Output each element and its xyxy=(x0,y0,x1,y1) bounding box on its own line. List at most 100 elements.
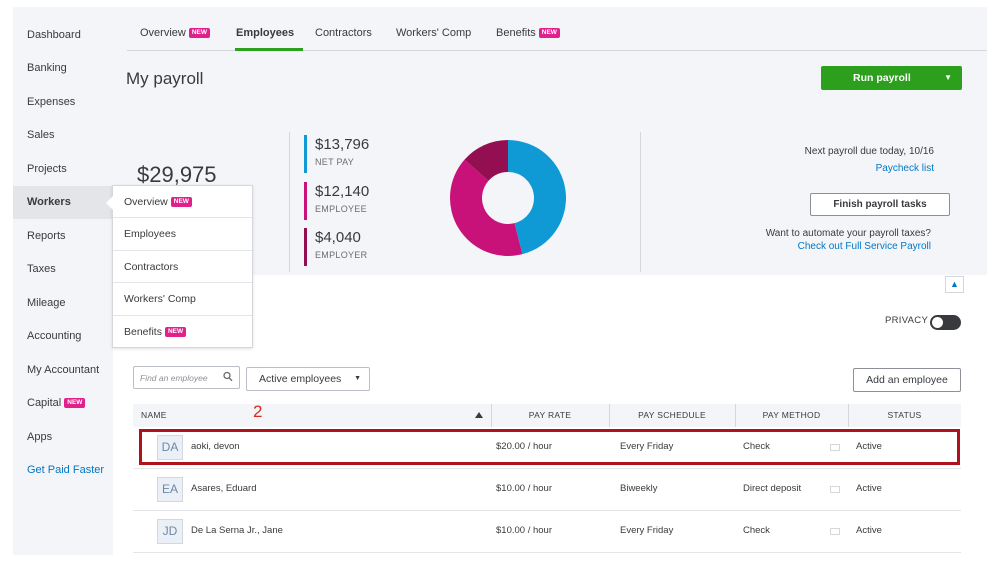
paycheck-list-link[interactable]: Paycheck list xyxy=(875,163,934,174)
envelope-icon xyxy=(830,444,840,451)
column-header-status[interactable]: STATUS xyxy=(887,410,922,420)
donut-segment-employer xyxy=(464,140,508,181)
sidebar-item-banking[interactable]: Banking xyxy=(13,52,113,85)
sort-ascending-icon[interactable] xyxy=(475,412,483,418)
flyout-item-contractors[interactable]: Contractors xyxy=(113,251,252,284)
flyout-item-benefits[interactable]: Benefits NEW xyxy=(113,316,252,348)
column-header-pay-rate[interactable]: PAY RATE xyxy=(528,410,572,420)
sidebar-item-accounting[interactable]: Accounting xyxy=(13,320,113,353)
new-badge: NEW xyxy=(164,326,187,337)
filter-selected-value: Active employees xyxy=(259,373,342,385)
sidebar-item-label: Reports xyxy=(27,230,66,242)
sidebar-item-my-accountant[interactable]: My Accountant xyxy=(13,354,113,387)
sidebar-item-apps[interactable]: Apps xyxy=(13,421,113,454)
sidebar-item-workers[interactable]: Workers xyxy=(13,186,113,219)
sidebar-item-label: Accounting xyxy=(27,330,82,342)
sidebar: Dashboard Banking Expenses Sales Project… xyxy=(13,7,113,555)
avatar: DA xyxy=(157,435,183,460)
tab-benefits[interactable]: Benefits NEW xyxy=(496,27,560,51)
sidebar-item-label: Dashboard xyxy=(27,29,81,41)
metric-value: $12,140 xyxy=(315,183,370,200)
table-row[interactable]: EA Asares, Eduard $10.00 / hour Biweekly… xyxy=(133,469,961,511)
envelope-icon xyxy=(830,528,840,535)
flyout-item-label: Overview xyxy=(124,196,168,208)
column-header-pay-method[interactable]: PAY METHOD xyxy=(762,410,821,420)
caret-down-icon[interactable]: ▼ xyxy=(944,73,952,82)
table-row[interactable]: JD De La Serna Jr., Jane $10.00 / hour E… xyxy=(133,511,961,553)
sidebar-item-label: Capital xyxy=(27,397,62,409)
sidebar-item-label: Mileage xyxy=(27,297,66,309)
tab-bar: Overview NEW Employees Contractors Worker… xyxy=(127,7,987,51)
sidebar-item-reports[interactable]: Reports xyxy=(13,220,113,253)
donut-segment-net-pay xyxy=(508,140,566,255)
flyout-item-overview[interactable]: Overview NEW xyxy=(113,186,252,219)
privacy-label: PRIVACY xyxy=(885,315,929,326)
sidebar-item-get-paid-faster[interactable]: Get Paid Faster xyxy=(13,454,113,487)
column-divider xyxy=(609,404,610,427)
employee-search xyxy=(133,366,240,389)
sidebar-item-mileage[interactable]: Mileage xyxy=(13,287,113,320)
sidebar-item-taxes[interactable]: Taxes xyxy=(13,253,113,286)
finish-payroll-tasks-button[interactable]: Finish payroll tasks xyxy=(810,193,950,216)
run-payroll-button[interactable]: Run payroll ▼ xyxy=(821,66,962,90)
new-badge: NEW xyxy=(538,28,560,39)
pay-method: Check xyxy=(743,441,770,452)
caret-down-icon: ▼ xyxy=(354,375,361,382)
sidebar-item-sales[interactable]: Sales xyxy=(13,119,113,152)
page-title: My payroll xyxy=(126,69,204,88)
pay-rate: $20.00 / hour xyxy=(496,441,552,452)
external-link-icon xyxy=(830,486,840,493)
new-badge: NEW xyxy=(170,197,192,208)
chevron-up-icon[interactable]: ▲ xyxy=(945,276,964,293)
column-divider xyxy=(491,404,492,427)
tab-workers-comp[interactable]: Workers' Comp xyxy=(396,27,471,51)
column-header-name[interactable]: NAME xyxy=(141,410,167,420)
table-header: NAME PAY RATE PAY SCHEDULE PAY METHOD ST… xyxy=(133,404,961,427)
payroll-total: $29,975 xyxy=(137,162,217,187)
search-icon[interactable] xyxy=(223,371,233,383)
tab-label: Benefits xyxy=(496,27,536,39)
divider xyxy=(289,132,290,272)
tab-overview[interactable]: Overview NEW xyxy=(140,27,211,51)
sidebar-item-label: Workers xyxy=(27,196,71,208)
divider xyxy=(640,132,641,272)
pay-schedule: Biweekly xyxy=(620,483,658,494)
employee-name[interactable]: Asares, Eduard xyxy=(191,483,257,494)
tab-contractors[interactable]: Contractors xyxy=(315,27,372,51)
sidebar-item-label: My Accountant xyxy=(27,364,100,376)
sidebar-item-projects[interactable]: Projects xyxy=(13,153,113,186)
sidebar-item-dashboard[interactable]: Dashboard xyxy=(13,19,113,52)
avatar: EA xyxy=(157,477,183,502)
tab-employees[interactable]: Employees xyxy=(235,27,303,51)
avatar: JD xyxy=(157,519,183,544)
search-input[interactable] xyxy=(134,367,219,388)
flyout-item-workers-comp[interactable]: Workers' Comp xyxy=(113,283,252,316)
app-window: Dashboard Banking Expenses Sales Project… xyxy=(13,7,987,555)
next-payroll-due: Next payroll due today, 10/16 xyxy=(804,146,934,157)
full-service-payroll-link[interactable]: Check out Full Service Payroll xyxy=(797,241,931,252)
pay-rate: $10.00 / hour xyxy=(496,525,552,536)
sidebar-item-expenses[interactable]: Expenses xyxy=(13,86,113,119)
sidebar-item-label: Taxes xyxy=(27,263,56,275)
sidebar-item-label: Sales xyxy=(27,129,55,141)
add-employee-button[interactable]: Add an employee xyxy=(853,368,961,392)
employee-filter-dropdown[interactable]: Active employees ▼ xyxy=(246,367,370,391)
column-header-pay-schedule[interactable]: PAY SCHEDULE xyxy=(638,410,706,420)
tab-label: Workers' Comp xyxy=(396,27,472,39)
sidebar-item-label: Get Paid Faster xyxy=(27,464,105,476)
employee-name[interactable]: aoki, devon xyxy=(191,441,240,452)
flyout-item-label: Workers' Comp xyxy=(124,293,196,306)
flyout-item-employees[interactable]: Employees xyxy=(113,218,252,251)
employee-name[interactable]: De La Serna Jr., Jane xyxy=(191,525,283,536)
tab-label: Contractors xyxy=(315,27,372,39)
sidebar-item-label: Projects xyxy=(27,163,67,175)
new-badge: NEW xyxy=(64,398,86,409)
toggle-knob xyxy=(932,317,943,328)
sidebar-item-capital[interactable]: Capital NEW xyxy=(13,387,113,420)
sidebar-item-label: Apps xyxy=(27,431,53,443)
status: Active xyxy=(856,441,882,452)
privacy-toggle[interactable] xyxy=(930,315,961,330)
table-row[interactable]: DA aoki, devon $20.00 / hour Every Frida… xyxy=(133,427,961,469)
tab-label: Overview xyxy=(140,27,186,39)
workers-flyout-menu: Overview NEW Employees Contractors Worker… xyxy=(106,185,253,348)
